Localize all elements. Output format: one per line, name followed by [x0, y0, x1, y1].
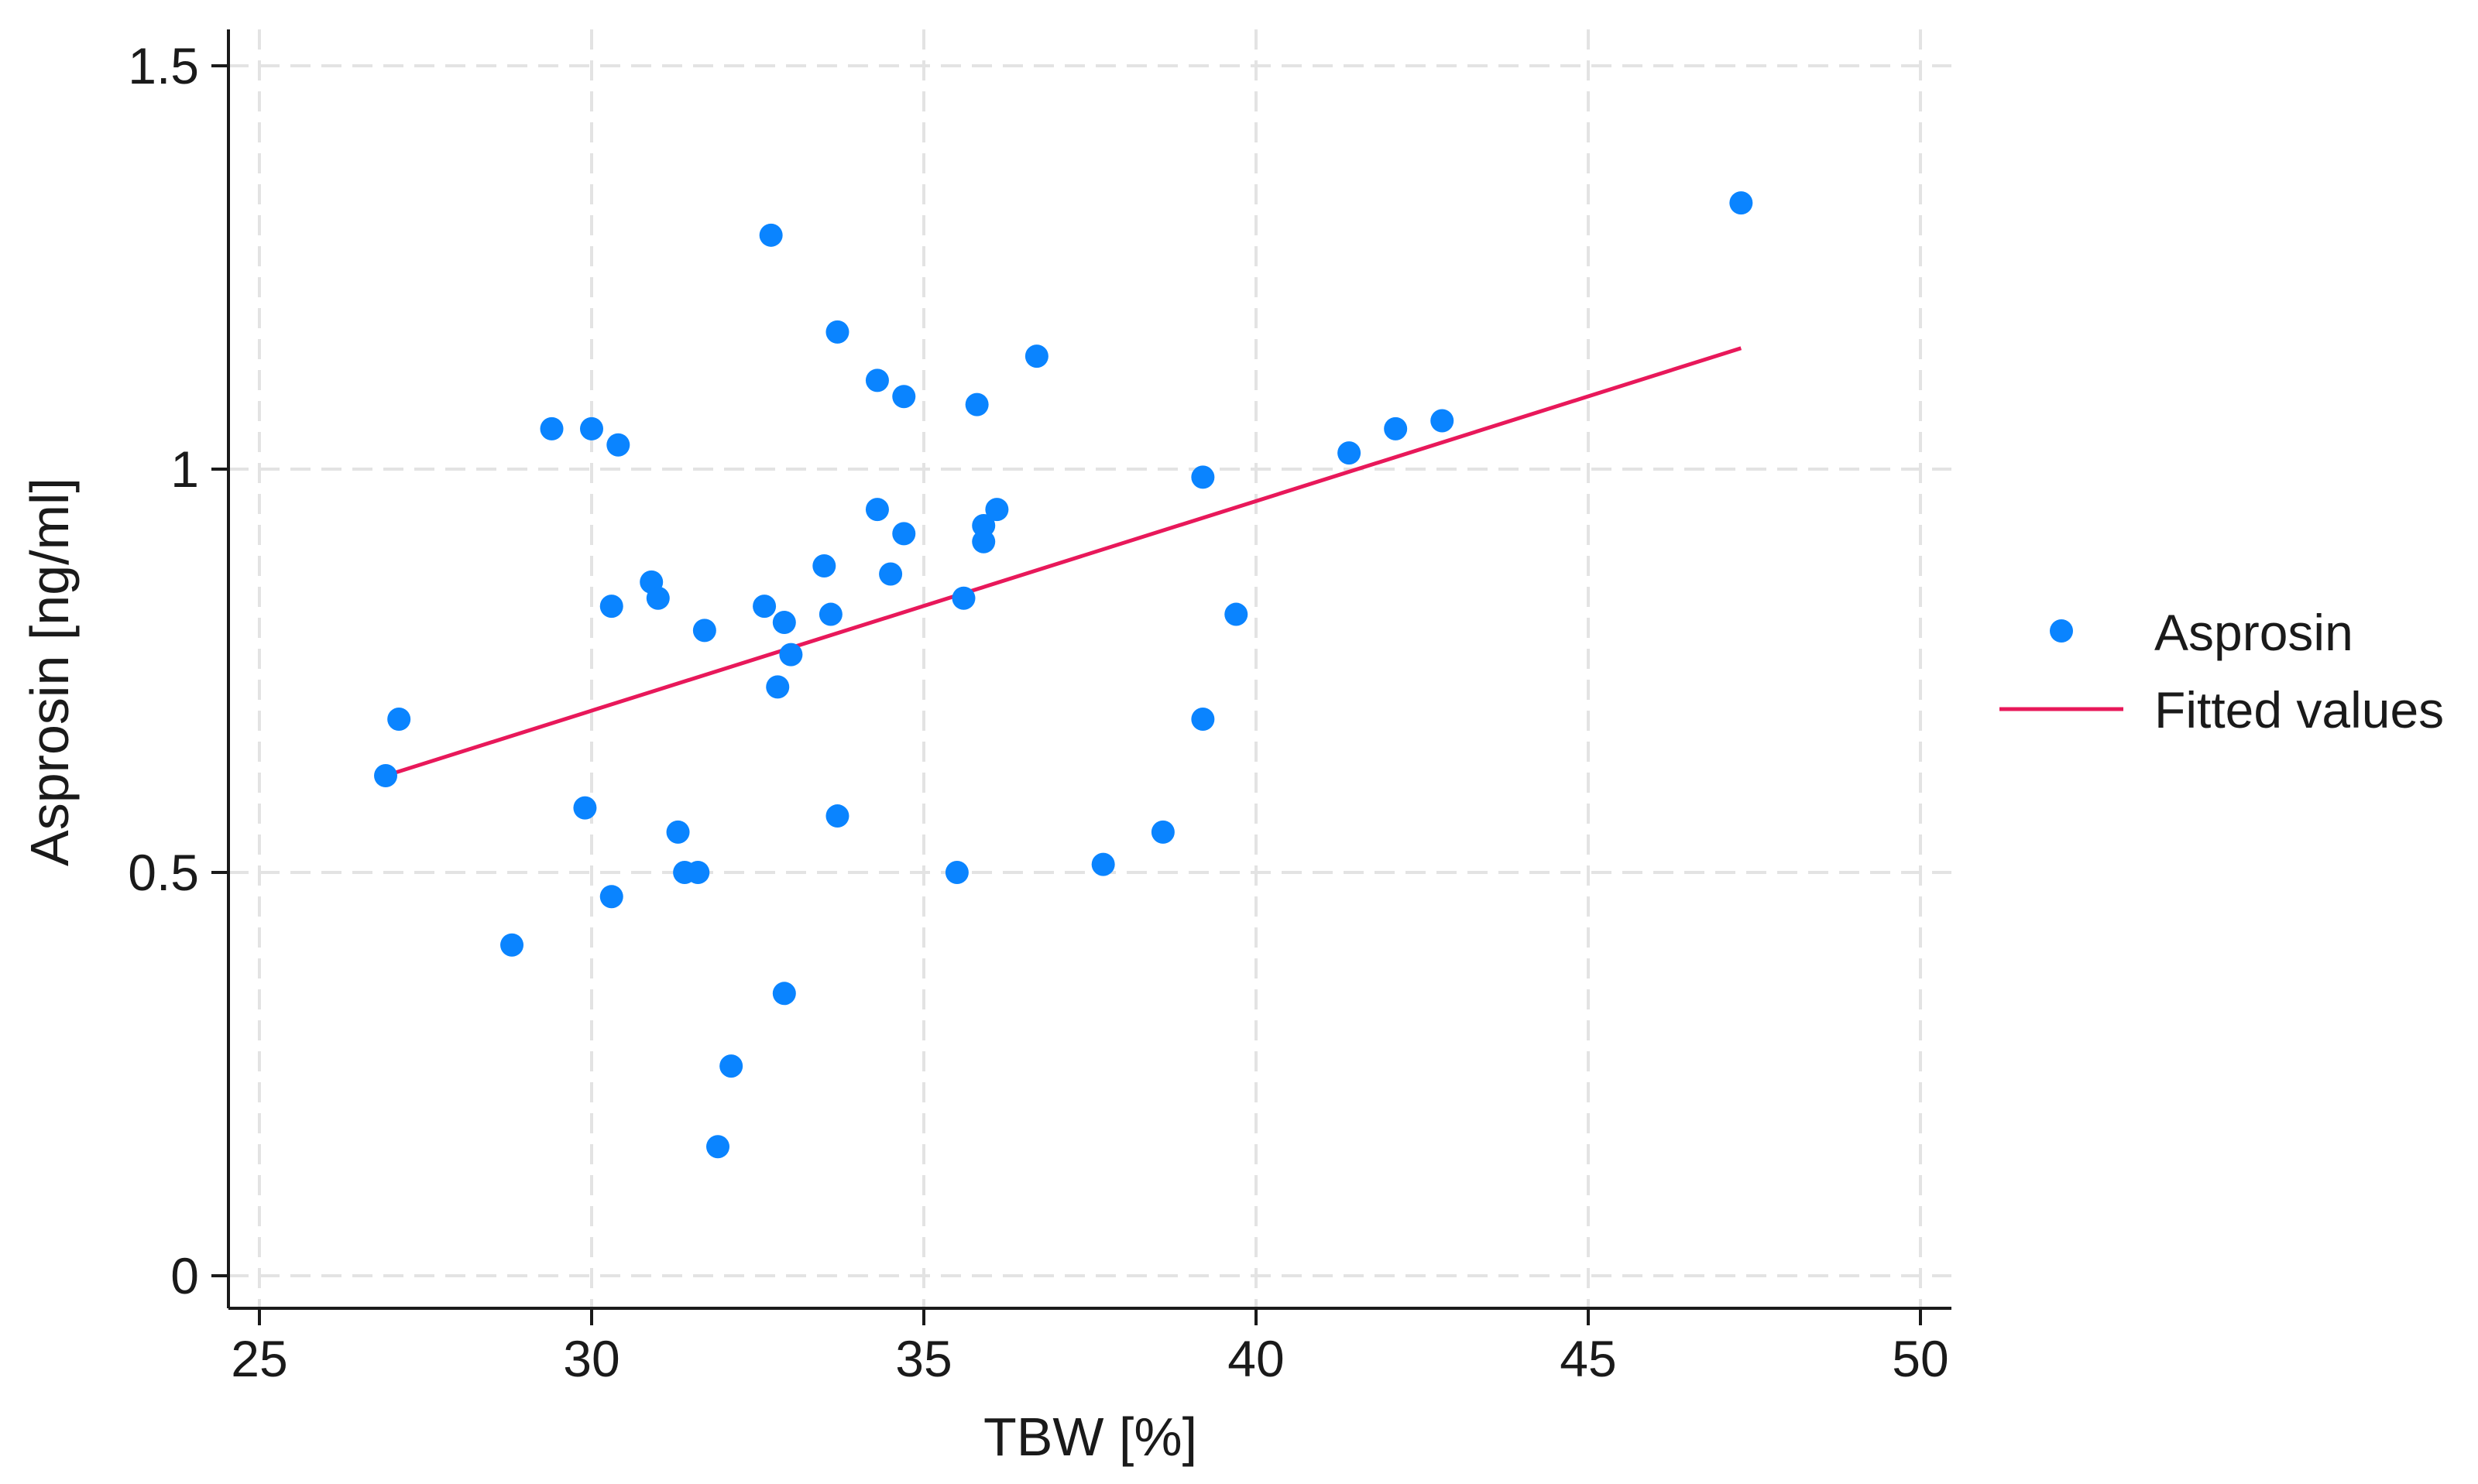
- x-tick-label: 45: [1560, 1330, 1616, 1387]
- data-point: [819, 602, 843, 626]
- axes-layer: 25 30 35 40 45 50 0 0.5 1 1.5: [128, 29, 1951, 1387]
- data-point: [1384, 416, 1408, 440]
- data-point: [945, 861, 969, 884]
- data-point: [1729, 191, 1753, 215]
- data-point: [1151, 820, 1175, 844]
- x-tick-label: 40: [1227, 1330, 1284, 1387]
- data-point: [599, 885, 623, 909]
- data-point: [952, 586, 976, 610]
- y-tick-label: 0.5: [128, 844, 199, 901]
- data-point: [706, 1135, 730, 1159]
- x-tick-label: 35: [895, 1330, 952, 1387]
- data-point: [573, 796, 597, 820]
- data-point: [985, 498, 1009, 522]
- y-tick-label: 0: [170, 1247, 199, 1304]
- data-point: [766, 675, 790, 699]
- legend-label-asprosin: Asprosin: [2154, 604, 2353, 661]
- data-point: [1091, 852, 1115, 876]
- data-point: [972, 530, 996, 554]
- data-point: [1191, 708, 1215, 732]
- y-axis-title: Asprosin [ng/ml]: [19, 478, 80, 866]
- data-point: [686, 861, 710, 884]
- data-point: [972, 513, 996, 537]
- data-point: [1191, 465, 1215, 489]
- data-point: [759, 223, 783, 247]
- data-point: [540, 416, 564, 440]
- data-point: [772, 610, 796, 634]
- data-point: [772, 982, 796, 1006]
- data-point: [825, 320, 849, 344]
- data-point: [812, 554, 836, 578]
- data-point: [865, 498, 889, 522]
- data-point: [666, 820, 690, 844]
- y-tick-label: 1.5: [128, 37, 199, 94]
- x-tick-label: 25: [231, 1330, 287, 1387]
- data-point: [1337, 441, 1361, 465]
- data-point: [692, 619, 716, 643]
- data-point: [1430, 409, 1454, 433]
- data-point: [892, 385, 916, 409]
- data-point: [599, 595, 623, 619]
- data-point: [606, 433, 630, 457]
- data-point: [646, 586, 670, 610]
- y-tick-label: 1: [170, 440, 199, 498]
- data-point: [879, 562, 903, 586]
- data-point: [825, 804, 849, 828]
- data-point: [753, 595, 777, 619]
- grid-layer: [228, 29, 1951, 1308]
- legend-label-fitted-values: Fitted values: [2154, 681, 2444, 739]
- fitted-values-line: [385, 346, 1742, 778]
- data-point: [580, 416, 603, 440]
- data-point: [1024, 344, 1049, 368]
- x-axis-title: TBW [%]: [983, 1407, 1197, 1467]
- data-point: [387, 708, 411, 732]
- data-point: [779, 643, 803, 667]
- data-point: [892, 522, 916, 546]
- data-point: [1224, 602, 1248, 626]
- data-point: [719, 1054, 743, 1078]
- fitted-line-layer: [385, 346, 1742, 778]
- data-point: [374, 763, 398, 787]
- points-layer: [374, 191, 1753, 1159]
- data-point: [500, 933, 524, 957]
- x-tick-label: 50: [1892, 1330, 1948, 1387]
- data-point: [965, 392, 989, 416]
- data-point: [865, 368, 889, 392]
- x-tick-label: 30: [563, 1330, 620, 1387]
- legend-marker-asprosin: [2050, 619, 2073, 643]
- legend: Asprosin Fitted values: [1999, 604, 2444, 739]
